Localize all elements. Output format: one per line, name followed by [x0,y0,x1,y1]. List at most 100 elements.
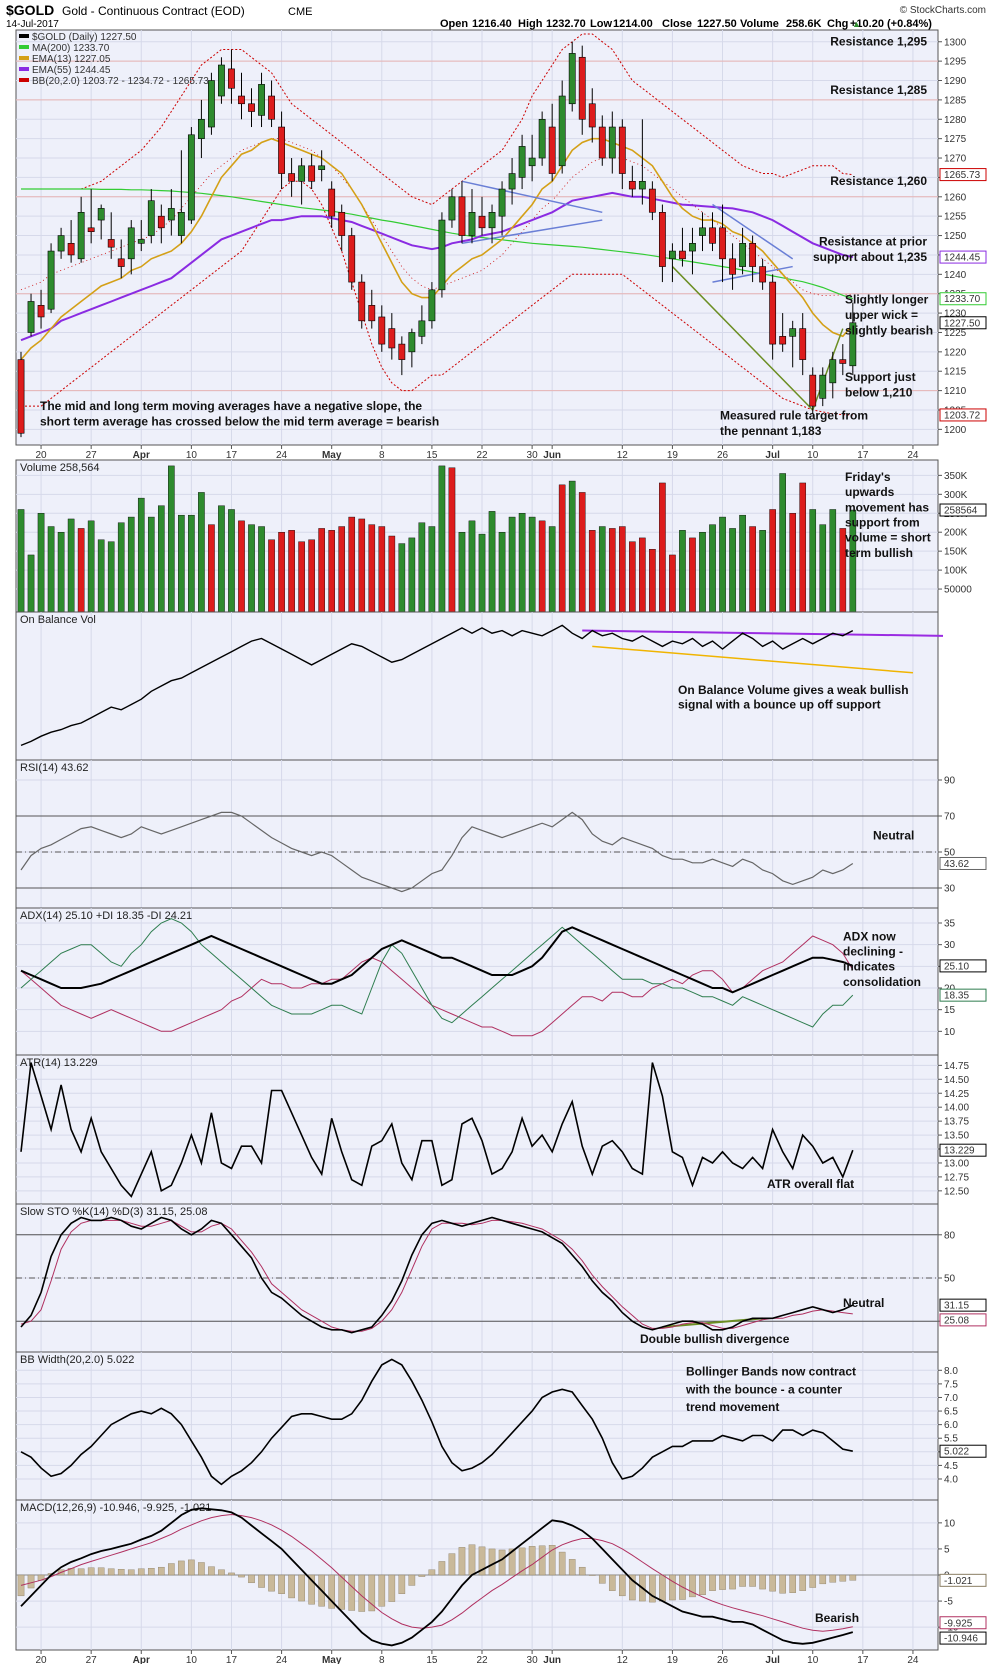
x-tick-label: 8 [379,450,385,461]
sto-k-line [20,1216,854,1334]
y-tick-label: 7.5 [944,1379,958,1390]
volume-bar [548,526,556,613]
y-tick-label: 1250 [944,231,967,242]
volume-bar [789,513,796,613]
candlestick [709,212,716,252]
volume-bar [348,516,356,613]
candle-body [809,374,817,407]
volume-bar [729,528,736,613]
candlestick [598,115,606,166]
macd-histogram-bar [117,1569,125,1576]
adx-panel-background [15,907,939,1056]
credit-label: © StockCharts.com [900,5,986,16]
candlestick [538,111,546,166]
volume-bar [568,480,576,613]
value-badge: 43.62 [939,856,987,870]
volume-bar [308,539,315,613]
candlestick [298,158,306,205]
value-badge-label: 25.08 [944,1315,969,1326]
candlestick [719,204,726,283]
value-badge: 1233.70 [939,292,987,306]
candlestick [658,204,666,283]
value-badge-box [939,503,987,517]
macd-histogram-bar [699,1574,706,1596]
macd-histogram-bar [228,1572,235,1576]
volume-bar [538,520,546,613]
value-badge-label: -10.946 [944,1634,978,1645]
volume-bar [769,509,776,613]
y-tick-label: 300K [944,490,968,501]
candlestick [628,165,636,197]
volume-bar [87,520,95,613]
y-tick-label: 15 [944,1005,956,1016]
macd-histogram-bar [759,1574,766,1590]
volume-bar [428,526,436,613]
open-label: Open [440,18,468,30]
candle-body [157,215,165,229]
candlestick [177,150,185,244]
candle-body [278,126,285,174]
value-badge-box [939,292,987,306]
value-badge-box [939,316,987,330]
candle-body [488,212,496,229]
y-tick-label: 70 [944,812,956,823]
macd-histogram-bar [558,1551,566,1576]
annotation: Resistance 1,260 [830,174,927,188]
ma200-line [21,188,853,300]
legend-swatch [19,34,29,38]
macd-histogram-bar [137,1568,145,1576]
macd-histogram-bar [218,1569,225,1576]
candle-body [618,126,626,174]
candle-body [107,239,115,248]
y-tick-label: 10 [944,1027,956,1038]
legend-entry: EMA(55) 1244.45 [32,65,111,76]
macd-histogram-bar [809,1574,817,1588]
panel-title: ADX(14) 25.10 +DI 18.35 -DI 24.21 [20,910,192,922]
legend-entry: EMA(13) 1227.05 [32,54,111,65]
candlestick [799,313,807,376]
value-badge-box [939,1313,987,1327]
x-tick-label: 10 [807,450,819,461]
obv-line [20,624,854,747]
value-badge-label: 1227.50 [944,318,981,329]
macd-histogram-bar [468,1544,476,1576]
candlestick [518,134,526,190]
macd-histogram-bar [619,1574,626,1597]
value-badge-box [939,856,987,870]
candlestick [388,313,396,360]
volume-bar [218,505,225,613]
volume-bar [408,537,416,613]
candlestick [248,88,255,128]
x-tick-label: Jun [543,1655,561,1664]
macd-histogram-bar [428,1569,436,1576]
price-panel: 1200120512101215122012251230123512401245… [15,29,987,446]
candle-body [197,118,205,139]
candlestick [508,158,516,205]
candlestick [358,274,366,329]
value-badge: -10.946 [939,1631,987,1645]
candle-body [428,289,436,322]
candle-body [127,227,135,260]
volume-bar [178,514,185,613]
macd-histogram-bar [669,1574,676,1601]
macd-histogram-bar [629,1574,636,1601]
x-tick-label: 22 [476,1655,488,1664]
macd-histogram-bar [258,1574,265,1588]
macd-histogram-bar [107,1568,115,1576]
volume-bar [508,516,516,613]
y-tick-label: 100K [944,566,968,577]
macd-histogram-bar [739,1574,746,1587]
close-value: 1227.50 [697,18,737,30]
x-tick-label: 17 [857,450,869,461]
candle-body [779,336,787,345]
candle-body [268,95,275,120]
candle-body [608,126,616,159]
atr-line [20,1062,854,1198]
volume-bar [518,513,526,613]
x-tick-label: 26 [717,450,729,461]
candle-body [388,328,396,349]
chart-date: 14-Jul-2017 [6,19,59,30]
rsi-panel-background [15,759,939,909]
value-badge-label: -1.021 [944,1576,973,1587]
annotation: indicates [843,960,895,974]
